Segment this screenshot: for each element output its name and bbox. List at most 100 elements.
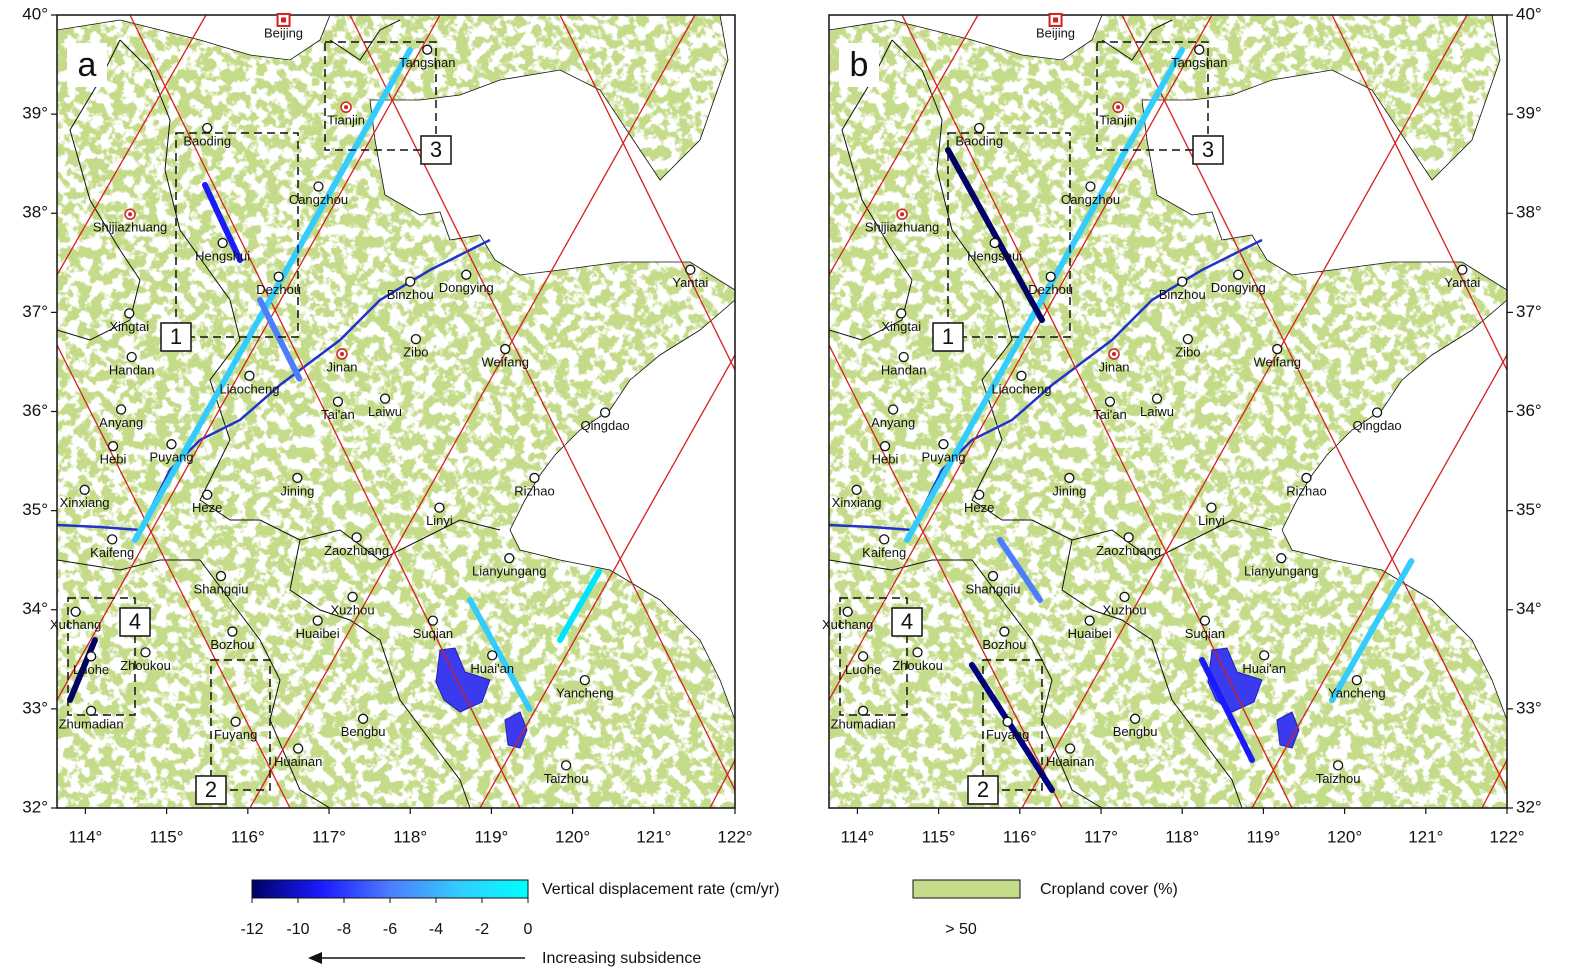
city-marker: [85, 651, 97, 662]
city-label: Yancheng: [1328, 686, 1386, 701]
city-marker: [1065, 743, 1076, 754]
city-label: Huaibei: [1068, 626, 1112, 641]
displacement-points: [257, 297, 303, 383]
city-marker: [1119, 591, 1130, 603]
city-marker: [504, 553, 515, 564]
city-label: Suqian: [1185, 626, 1225, 641]
city-label: Bengbu: [341, 724, 386, 739]
city-marker: [1064, 472, 1075, 484]
city-marker: [166, 439, 177, 450]
panel-letter: b: [850, 46, 869, 84]
study-box: [947, 132, 1071, 338]
displacement-points: [132, 47, 413, 543]
lat-tick-label: 37°: [1516, 302, 1542, 321]
city-marker: [124, 308, 135, 319]
sea: [369, 15, 735, 291]
box-label: 1: [942, 324, 954, 349]
study-box: [175, 132, 299, 338]
lon-tick-label: 116°: [1003, 827, 1037, 846]
city-label: Tianjin: [327, 113, 365, 128]
track-line: [57, 344, 291, 808]
city-label: Huaibei: [296, 626, 340, 641]
city-label: Suqian: [413, 626, 453, 641]
lat-tick-label: 33°: [1516, 698, 1542, 717]
track-line: [1121, 15, 1507, 791]
subsidence-arrowhead: [308, 952, 322, 964]
track-line: [349, 15, 735, 791]
city-marker: [202, 122, 213, 134]
city-marker: [244, 370, 255, 381]
city-marker: [1084, 615, 1095, 626]
city-label: Shijiazhuang: [93, 220, 167, 235]
panel-letter-bg: [839, 43, 879, 87]
study-box: [210, 659, 271, 791]
city-marker: [351, 532, 362, 543]
track-line: [1331, 15, 1507, 371]
city-marker: [1371, 407, 1383, 418]
city-label: Dezhou: [1028, 282, 1073, 297]
city-label: Xuchang: [50, 617, 101, 632]
city-marker: [422, 44, 433, 55]
box-label: 3: [430, 137, 442, 162]
lat-tick-label: 39°: [1516, 104, 1542, 123]
lat-tick-label: 36°: [22, 401, 48, 420]
city-marker: [879, 441, 891, 452]
track-line: [479, 354, 735, 808]
city-label: Shangqiu: [194, 581, 249, 596]
box-label-bg: [891, 607, 923, 637]
city-label: Heze: [964, 500, 994, 515]
city-label: Luohe: [73, 662, 109, 677]
city-label: Tianjin: [1099, 113, 1137, 128]
city-marker: [487, 650, 498, 661]
lon-tick-label: 114°: [68, 827, 102, 846]
study-box: [324, 41, 437, 151]
city-label: Kaifeng: [90, 545, 134, 560]
city-label: Zhumadian: [59, 716, 124, 731]
city-marker: [312, 615, 323, 626]
provincial-marker-core: [344, 105, 349, 110]
provincial-marker-core: [340, 352, 345, 357]
lat-tick-label: 38°: [22, 203, 48, 222]
city-label: Dongying: [1211, 280, 1266, 295]
city-label: Handan: [109, 362, 155, 377]
city-label: Taizhou: [544, 771, 589, 786]
displacement-points: [997, 537, 1043, 603]
track-line: [1251, 354, 1507, 808]
boundary: [1061, 539, 1243, 808]
city-label: Lianyungang: [1244, 564, 1318, 579]
lon-tick-label: 117°: [1084, 827, 1118, 846]
colorbar-tick-label: -2: [475, 921, 489, 938]
cropland-swatch: [912, 879, 1021, 899]
colorbar-label: Vertical displacement rate (cm/yr): [542, 881, 779, 898]
box-label-bg: [160, 322, 192, 352]
city-label: Binzhou: [1159, 287, 1206, 302]
lon-tick-label: 121°: [636, 827, 671, 846]
lake: [1276, 711, 1300, 749]
city-label: Xingtai: [881, 319, 921, 334]
city-label: Xuzhou: [1103, 602, 1147, 617]
city-marker: [126, 351, 137, 363]
city-marker: [1301, 472, 1312, 484]
track-line: [1021, 15, 1468, 808]
city-label: Hebi: [872, 452, 899, 467]
colorbar-tick-label: -12: [240, 921, 263, 938]
boundary: [57, 39, 141, 341]
study-box: [1096, 41, 1209, 151]
city-label: Tai'an: [321, 407, 355, 422]
city-marker: [1276, 553, 1287, 564]
city-marker: [500, 343, 511, 355]
city-marker: [1104, 396, 1116, 407]
city-marker: [842, 606, 853, 617]
city-label: Tangshan: [399, 55, 455, 70]
lat-tick-label: 40°: [22, 4, 48, 23]
city-marker: [313, 181, 324, 192]
city-marker: [857, 705, 869, 717]
city-marker: [1332, 760, 1344, 771]
city-marker: [292, 472, 303, 484]
city-label: Baoding: [955, 133, 1003, 148]
lat-tick-label: 35°: [1516, 500, 1542, 519]
displacement-points: [67, 637, 98, 703]
lat-tick-label: 32°: [22, 797, 48, 816]
city-label: Taizhou: [1316, 771, 1361, 786]
